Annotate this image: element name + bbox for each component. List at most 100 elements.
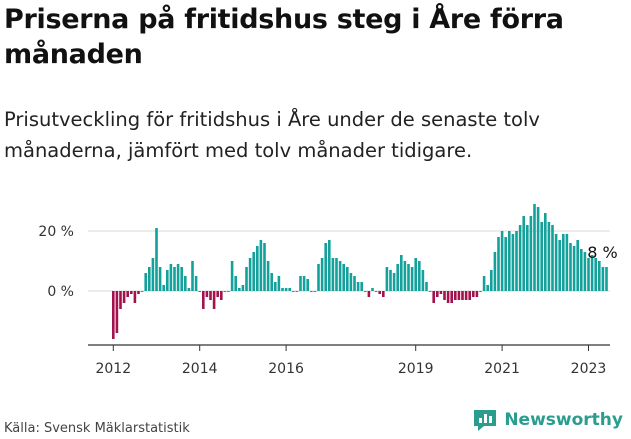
bar [601, 267, 605, 291]
bar [126, 291, 129, 297]
bar [511, 234, 515, 291]
bar [551, 225, 554, 291]
bar [475, 291, 479, 297]
brand-logo[interactable]: Newsworthy [472, 408, 623, 432]
bar [202, 291, 205, 309]
bar [130, 291, 133, 294]
bar [371, 288, 374, 291]
bar [270, 273, 273, 291]
bar [176, 264, 180, 291]
bar [598, 261, 601, 291]
bar [230, 261, 234, 291]
y-tick-label: 0 % [47, 284, 74, 300]
bar [234, 276, 237, 291]
bar [144, 273, 147, 291]
y-axis-tick-labels: 0 % 20 % [38, 224, 74, 300]
bar [421, 270, 425, 291]
bar [389, 270, 392, 291]
bar [572, 246, 576, 291]
x-tick-label: 2016 [268, 361, 304, 377]
bar [526, 225, 529, 291]
bar [284, 288, 288, 291]
bar [436, 291, 439, 297]
bar [482, 276, 486, 291]
bar [407, 264, 410, 291]
bar [317, 264, 320, 291]
bar [529, 216, 533, 291]
bar [454, 291, 457, 300]
bar [457, 291, 461, 300]
bar [392, 273, 396, 291]
bar [425, 282, 428, 291]
bar [169, 264, 173, 291]
bar [331, 258, 335, 291]
bar [302, 276, 306, 291]
bar [140, 291, 144, 292]
bar [536, 207, 540, 291]
bar [565, 234, 569, 291]
bar [166, 270, 169, 291]
bar [468, 291, 471, 300]
bar [540, 222, 543, 291]
bar [342, 264, 345, 291]
bar [220, 291, 223, 300]
x-tick-label: 2021 [484, 361, 520, 377]
bar [277, 276, 281, 291]
bar [241, 285, 245, 291]
bar [533, 204, 536, 291]
x-tick-label: 2012 [95, 361, 131, 377]
bar [346, 267, 349, 291]
bar [396, 264, 399, 291]
bar [292, 291, 295, 292]
bar [446, 291, 450, 303]
bar [432, 291, 435, 303]
bar-series [112, 204, 608, 339]
bar [320, 258, 324, 291]
bar [306, 279, 309, 291]
bar [518, 225, 522, 291]
bar [547, 222, 551, 291]
y-tick-label: 20 % [38, 224, 74, 240]
bar [479, 291, 482, 292]
bar [374, 291, 378, 292]
bar [385, 267, 389, 291]
bar [158, 267, 162, 291]
bar [486, 285, 489, 291]
bar [212, 291, 216, 309]
bar [472, 291, 475, 297]
bar-chart: 0 % 20 % 2012 2014 2016 2019 2021 2023 8 % [38, 204, 618, 377]
chart-subtitle: Prisutveckling för fritidshus i Åre unde… [4, 108, 540, 162]
latest-value-annotation: 8 % [587, 243, 617, 262]
bar [544, 213, 547, 291]
bar [450, 291, 453, 303]
bar [493, 252, 497, 291]
bar [522, 216, 525, 291]
bar [155, 228, 158, 291]
bar [263, 243, 266, 291]
bar [558, 240, 561, 291]
bar [227, 291, 230, 292]
bar [248, 258, 252, 291]
bar [148, 267, 151, 291]
newsworthy-logo-icon [474, 410, 497, 431]
bar [223, 291, 227, 292]
bar [554, 234, 558, 291]
bar [504, 237, 507, 291]
bar [151, 258, 155, 291]
x-tick-label: 2019 [398, 361, 434, 377]
source-credit: Källa: Svensk Mäklarstatistik [4, 421, 190, 436]
bar [490, 270, 493, 291]
bar [328, 240, 331, 291]
bar [137, 291, 140, 294]
bar [184, 276, 187, 291]
bar [356, 282, 360, 291]
bar [403, 261, 407, 291]
bar [198, 291, 201, 292]
bar [256, 246, 259, 291]
bar [349, 273, 353, 291]
bar [590, 255, 594, 291]
bar [583, 252, 587, 291]
bar [378, 291, 381, 294]
bar [580, 249, 583, 291]
bar [238, 288, 241, 291]
